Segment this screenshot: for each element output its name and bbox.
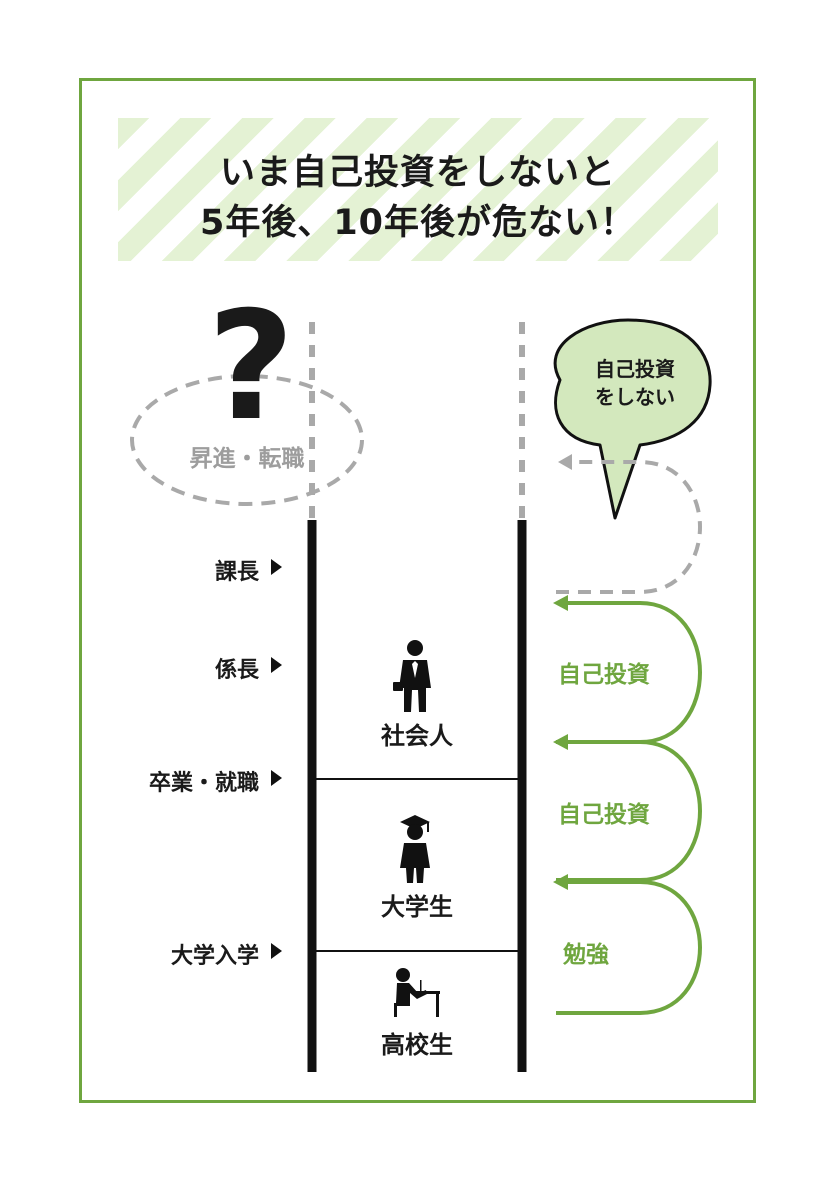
page-frame xyxy=(79,78,756,1103)
dashed-loop-arrowhead xyxy=(558,454,572,470)
level-arrow-kakaricho xyxy=(271,657,282,673)
question-mark-icon: ? xyxy=(207,280,295,454)
title-line-2: 5年後、10年後が危ない！ xyxy=(199,203,637,243)
graduate-icon xyxy=(400,815,430,883)
stage-label-university-student: 大学生 xyxy=(381,893,453,921)
title-line-1: いま自己投資をしないと xyxy=(219,153,616,193)
student-desk-icon xyxy=(394,968,440,1017)
loop-self-investment-1 xyxy=(556,601,702,744)
level-label-university-entry: 大学入学 xyxy=(170,944,259,969)
speech-bubble xyxy=(553,318,712,520)
speech-bubble-line-1: 自己投資 xyxy=(595,357,675,381)
loop-label-self-investment-2: 自己投資 xyxy=(558,802,650,828)
stage-label-high-school-student: 高校生 xyxy=(381,1031,453,1059)
loop-label-self-investment-1: 自己投資 xyxy=(558,662,650,688)
level-arrow-university-entry xyxy=(271,943,282,959)
businessman-icon xyxy=(393,640,431,712)
level-arrow-graduation xyxy=(271,770,282,786)
speech-bubble-text: 自己投資 をしない xyxy=(560,355,710,411)
loop-2-arrowhead xyxy=(553,734,568,750)
page-title: いま自己投資をしないと 5年後、10年後が危ない！ xyxy=(118,148,718,248)
loop-1-arrowhead xyxy=(553,595,568,611)
loop-label-study: 勉強 xyxy=(563,942,609,968)
future-ellipse xyxy=(130,374,364,506)
title-banner xyxy=(118,118,718,261)
loop-self-investment-2 xyxy=(556,740,702,882)
loop-3-arrowhead xyxy=(553,874,568,890)
level-arrow-kacho xyxy=(271,559,282,575)
level-label-kacho: 課長 xyxy=(214,560,259,585)
dashed-loop xyxy=(556,460,702,594)
stage-label-working-adult: 社会人 xyxy=(381,722,453,750)
level-label-graduation: 卒業・就職 xyxy=(148,771,259,796)
level-label-kakaricho: 係長 xyxy=(214,658,259,683)
loop-study xyxy=(556,880,702,1015)
future-label: 昇進・転職 xyxy=(189,446,305,472)
speech-bubble-line-2: をしない xyxy=(595,385,675,409)
